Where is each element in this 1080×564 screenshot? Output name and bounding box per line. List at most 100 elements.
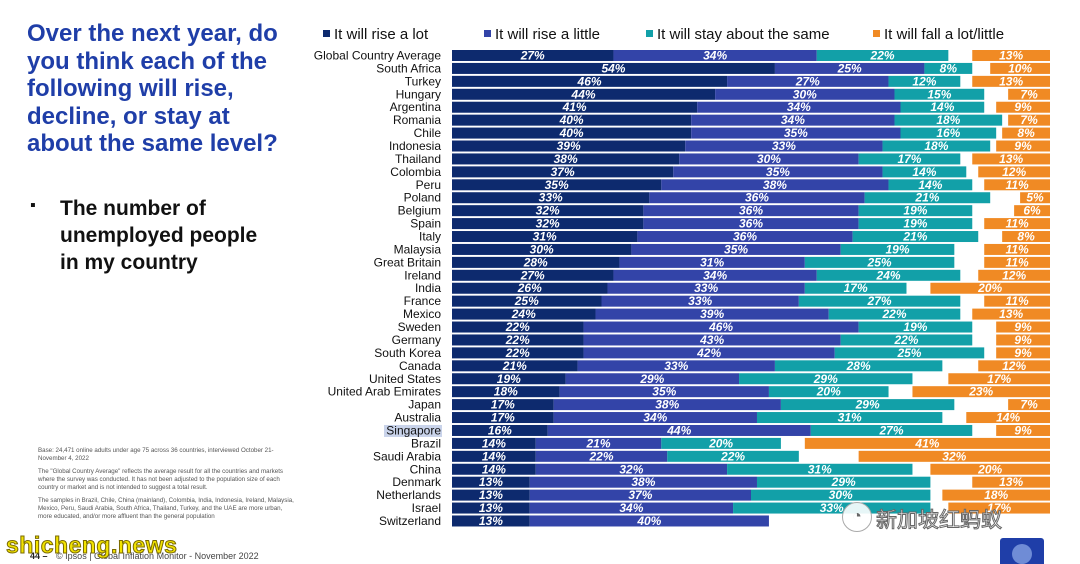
category-label: Malaysia (394, 242, 442, 256)
data-label: 30% (829, 488, 853, 502)
data-label: 22% (882, 307, 907, 321)
data-label: 36% (733, 230, 757, 244)
data-label: 16% (936, 126, 960, 140)
data-label: 25% (837, 61, 862, 75)
data-label: 22% (893, 333, 918, 347)
data-label: 21% (585, 436, 610, 450)
bar-segment (643, 205, 859, 217)
data-label: 21% (902, 230, 927, 244)
bar-segment (984, 218, 1050, 230)
data-label: 40% (636, 514, 661, 528)
data-label: 14% (482, 449, 506, 463)
data-label: 7% (1020, 87, 1038, 101)
bar-segment (452, 166, 674, 178)
bar-segment (452, 50, 614, 61)
data-label: 13% (999, 49, 1023, 63)
bar-segment (452, 75, 728, 87)
data-label: 34% (643, 411, 667, 425)
bar-segment (452, 295, 602, 307)
bar-segment (613, 269, 817, 281)
data-label: 21% (502, 359, 527, 373)
data-label: 35% (724, 242, 748, 256)
category-label: South Africa (376, 61, 441, 75)
bar-segment (583, 321, 859, 333)
data-label: 33% (539, 191, 563, 205)
data-label: 36% (745, 191, 769, 205)
legend-label: It will rise a lot (334, 26, 429, 43)
data-label: 35% (784, 126, 808, 140)
bar-segment (930, 463, 1050, 475)
footnote-average: The "Global Country Average" reflects th… (38, 468, 284, 491)
data-label: 19% (903, 320, 927, 334)
data-label: 37% (551, 165, 575, 179)
bar-segment (1008, 399, 1050, 411)
data-label: 27% (795, 74, 820, 88)
data-label: 46% (708, 320, 733, 334)
bar-segment (948, 373, 1050, 385)
bar-segment (452, 179, 662, 191)
data-label: 12% (1002, 268, 1026, 282)
data-label: 38% (554, 152, 578, 166)
data-label: 30% (757, 152, 781, 166)
data-label: 13% (999, 74, 1023, 88)
legend-label: It will fall a lot/little (884, 26, 1004, 43)
bar-segment (685, 140, 883, 152)
category-label: Great Britain (374, 255, 441, 269)
bar-segment (667, 450, 799, 462)
category-label: Peru (416, 178, 441, 192)
bar-segment (900, 101, 985, 113)
bar-segment (924, 62, 973, 74)
category-label: Saudi Arabia (373, 449, 441, 463)
data-label: 33% (664, 359, 688, 373)
data-label: 32% (536, 217, 560, 231)
bar-segment (661, 437, 781, 449)
bar-segment (553, 399, 781, 411)
bar-segment (452, 88, 716, 100)
bar-segment (1020, 192, 1050, 204)
category-label: Switzerland (379, 514, 441, 528)
bar-segment (673, 166, 883, 178)
legend-label: It will rise a little (495, 26, 600, 43)
bar-segment (996, 140, 1050, 152)
data-label: 34% (787, 100, 811, 114)
bar-segment (978, 269, 1050, 281)
category-label: Australia (394, 411, 441, 425)
bar-segment (452, 437, 536, 449)
bar-segment (452, 269, 614, 281)
bar-segment (840, 334, 973, 346)
bar-segment (858, 153, 961, 165)
bar-segment (452, 114, 692, 126)
bar-segment (452, 515, 530, 527)
data-label: 38% (655, 398, 679, 412)
data-label: 34% (703, 49, 727, 63)
bar-segment (972, 153, 1050, 165)
category-label: Canada (399, 359, 441, 373)
bar-segment (452, 256, 620, 268)
page-number: 44 – (30, 551, 48, 561)
bar-segment (583, 347, 835, 359)
bar-segment (828, 308, 961, 320)
bar-segment (661, 179, 889, 191)
bar-segment (990, 62, 1050, 74)
bar-segment (996, 347, 1050, 359)
data-label: 40% (559, 126, 584, 140)
bar-segment (840, 243, 955, 255)
bar-segment (452, 192, 650, 204)
bar-segment (452, 386, 560, 398)
data-label: 12% (1002, 165, 1026, 179)
data-label: 21% (914, 191, 939, 205)
highlight-band (384, 424, 442, 437)
data-label: 22% (505, 320, 530, 334)
bar-segment (751, 489, 931, 501)
data-label: 19% (497, 372, 521, 386)
bar-segment (452, 62, 775, 74)
data-label: 9% (1014, 100, 1032, 114)
data-label: 33% (820, 501, 844, 515)
data-label: 13% (999, 475, 1023, 489)
bar-segment (535, 437, 662, 449)
data-label: 33% (694, 281, 718, 295)
legend-swatch (323, 30, 330, 37)
data-label: 11% (1006, 242, 1029, 256)
data-label: 9% (1014, 423, 1032, 437)
category-label: South Korea (374, 346, 441, 360)
